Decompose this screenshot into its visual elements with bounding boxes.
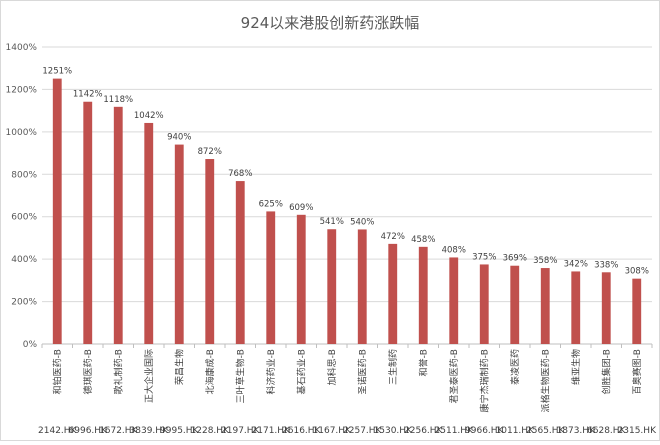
stock-code-label: 2256.HK [404,426,444,436]
x-axis: 和铂医药-B 2142.HK 德琪医药-B 6996.HK 歌礼制药-B 1672.HK 正… [38,344,657,436]
stock-code-label: 1167.HK [313,426,353,436]
stock-code-label: 1530.HK [374,426,414,436]
y-tick-label: 800% [11,170,37,180]
data-label: 768% [228,169,252,179]
stock-code-label: 3839.HK [130,426,170,436]
bar [235,181,245,344]
stock-code-label: 2616.HK [282,426,322,436]
category-label: 百奥赛图-B [631,349,643,394]
stock-code-label: 6996.HK [69,426,109,436]
category-label: 维亚生物 [570,349,582,385]
y-tick-label: 0% [23,340,38,350]
bar [113,106,123,345]
category-label: 歌礼制药-B [112,349,124,394]
category-label: 正大企业国际 [143,349,155,403]
category-label: 和誉-B [417,349,429,376]
bar [632,278,642,344]
y-tick-label: 200% [11,298,37,308]
stock-code-label: 1228.HK [191,426,231,436]
stock-code-label: 1873.HK [557,426,597,436]
category-label: 北海康成-B [204,349,216,394]
stock-code-label: 2565.HK [526,426,566,436]
data-label: 1251% [42,67,72,77]
y-tick-label: 1200% [6,85,38,95]
category-label: 荣昌生物 [173,349,185,385]
bar [540,268,550,344]
data-label: 1142% [73,90,103,100]
bar [601,272,611,344]
category-label: 科济药业-B [265,349,277,394]
bar [449,257,459,344]
stock-code-label: 2315.HK [618,426,658,436]
category-label: 三生制药 [387,349,399,385]
stock-code-label: 9966.HK [465,426,505,436]
bar [479,264,489,344]
chart-title: 924以来港股创新药涨跌幅 [241,14,420,32]
stock-code-label: 2171.HK [252,426,292,436]
bar [266,211,276,344]
data-label: 369% [503,254,527,264]
category-label: 康宁杰瑞制药-B [478,349,490,412]
y-tick-label: 1400% [6,43,38,53]
data-label: 472% [381,232,405,242]
y-tick-label: 1000% [6,128,38,138]
bar [388,243,398,344]
bar [296,214,306,344]
category-label: 加科思-B [326,349,338,385]
category-label: 和铂医药-B [51,349,63,394]
y-tick-label: 400% [11,255,37,265]
data-label: 625% [259,199,283,209]
stock-code-label: 1011.HK [496,426,536,436]
category-label: 圣诺医药-B [357,349,368,394]
data-label: 609% [289,203,313,213]
data-label: 1042% [134,111,164,121]
category-label: 德琪医药-B [82,349,94,394]
stock-code-label: 1672.HK [99,426,139,436]
category-label: 泰凌医药 [509,349,521,385]
bar [571,271,581,344]
category-label: 基石药业-B [295,349,307,394]
stock-code-label: 6628.HK [587,426,627,436]
data-label: 358% [533,256,557,266]
data-label: 308% [625,267,649,277]
data-label: 541% [320,217,344,227]
stock-code-label: 2511.HK [435,426,475,436]
data-label: 458% [411,235,435,245]
stock-code-label: 2197.HK [221,426,261,436]
bar [144,122,154,344]
y-tick-label: 600% [11,213,37,223]
category-label: 君圣泰医药-B [448,349,460,403]
stock-code-label: 2257.HK [343,426,383,436]
data-label: 408% [442,245,466,255]
category-label: 三叶草生物-B [234,349,246,403]
bar [357,229,367,344]
data-label: 342% [564,259,588,269]
bar [327,229,337,344]
category-label: 创胜集团-B [600,349,612,394]
data-label: 1118% [103,95,133,105]
data-label: 940% [167,133,191,143]
bar [510,265,520,344]
stock-code-label: 9995.HK [160,426,200,436]
bar [52,78,62,344]
bars [52,78,642,345]
category-label: 派格生物医药-B [539,349,551,412]
data-label: 338% [594,260,618,270]
bar [83,101,93,345]
data-label: 872% [198,147,222,157]
stock-code-label: 2142.HK [38,426,78,436]
data-label: 540% [350,217,374,227]
data-label: 375% [472,252,496,262]
bar [205,159,215,344]
gridlines [42,46,652,303]
bar [174,144,184,344]
bar [418,246,428,344]
data-labels: 1251% 1142%1118%1042% 940% 872% 768% 625% 609%… [42,67,649,277]
